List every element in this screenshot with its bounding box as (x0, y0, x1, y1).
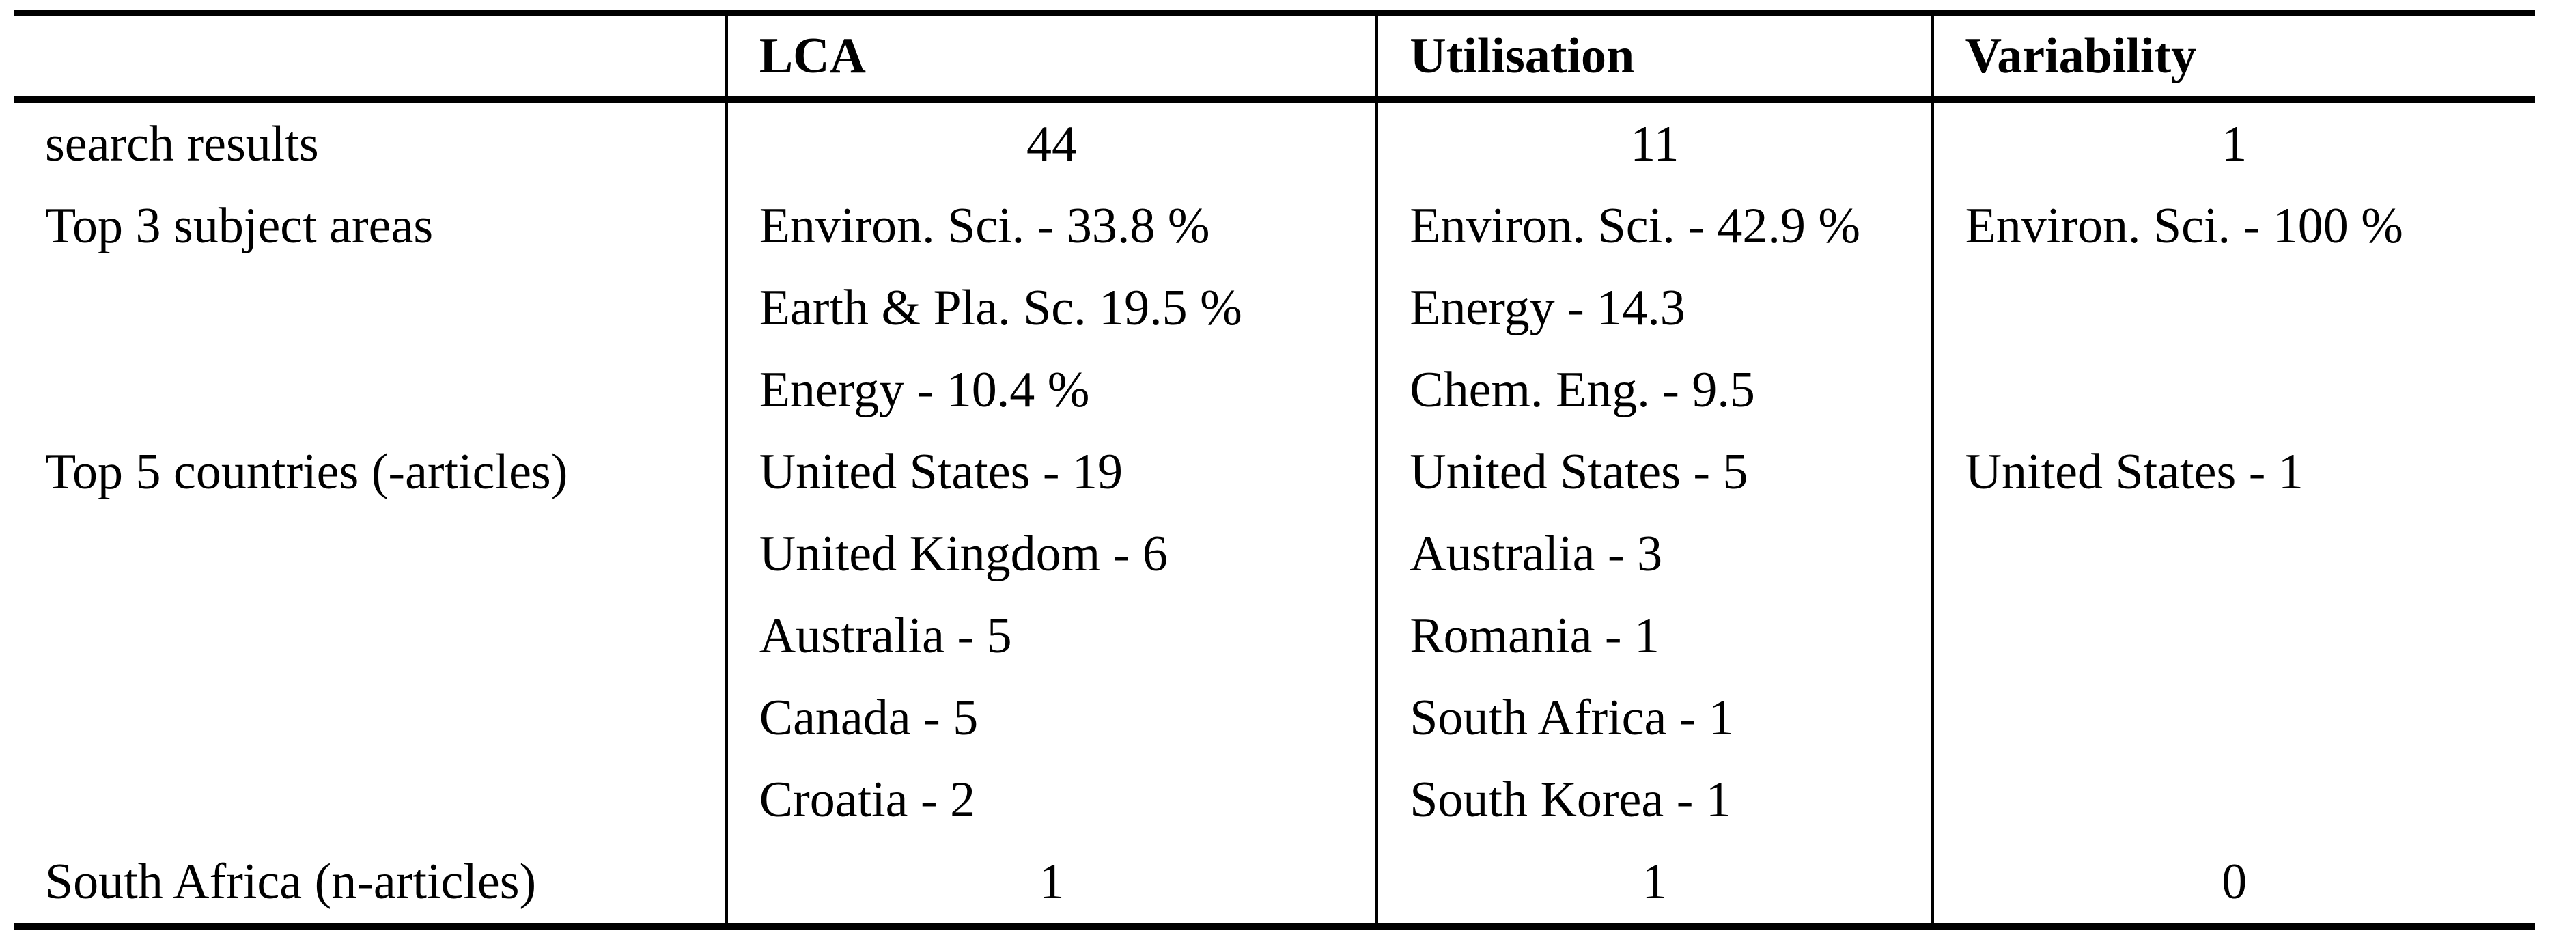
table-row-countries-2: United Kingdom - 6 Australia - 3 (14, 513, 2535, 595)
data-cell: 1 (725, 841, 1377, 926)
row-label-cell (14, 677, 727, 759)
header-row: LCA Utilisation Variability (14, 12, 2535, 103)
table-row-subject-areas-1: Top 3 subject areas Environ. Sci. - 33.8… (14, 185, 2535, 267)
data-cell (1931, 349, 2535, 431)
data-cell: United States - 5 (1375, 431, 1933, 513)
data-cell: 1 (1931, 100, 2535, 185)
data-cell: Environ. Sci. - 33.8 % (725, 185, 1377, 267)
data-cell: Energy - 10.4 % (725, 349, 1377, 431)
column-header-lca: LCA (725, 12, 1377, 103)
data-cell: Energy - 14.3 (1375, 267, 1933, 349)
row-label-cell (14, 349, 727, 431)
column-header-utilisation: Utilisation (1375, 12, 1933, 103)
data-cell: Australia - 5 (725, 595, 1377, 677)
data-cell: United States - 19 (725, 431, 1377, 513)
data-cell (1931, 513, 2535, 595)
data-cell: Environ. Sci. - 100 % (1931, 185, 2535, 267)
data-cell: Environ. Sci. - 42.9 % (1375, 185, 1933, 267)
row-label-cell (14, 595, 727, 677)
data-cell (1931, 759, 2535, 841)
table-row-subject-areas-2: Earth & Pla. Sc. 19.5 % Energy - 14.3 (14, 267, 2535, 349)
table-row-subject-areas-3: Energy - 10.4 % Chem. Eng. - 9.5 (14, 349, 2535, 431)
table-row-search-results: search results 44 11 1 (14, 100, 2535, 185)
table-row-countries-3: Australia - 5 Romania - 1 (14, 595, 2535, 677)
data-cell: Canada - 5 (725, 677, 1377, 759)
data-cell: Romania - 1 (1375, 595, 1933, 677)
data-cell: Chem. Eng. - 9.5 (1375, 349, 1933, 431)
data-cell: Croatia - 2 (725, 759, 1377, 841)
row-label-cell: South Africa (n-articles) (45, 854, 537, 910)
row-label-cell (14, 513, 727, 595)
data-cell (1931, 595, 2535, 677)
data-cell (1931, 267, 2535, 349)
table-row-south-africa: South Africa (n-articles) 1 1 0 (14, 841, 2535, 926)
data-cell: 11 (1375, 100, 1933, 185)
literature-summary-table: LCA Utilisation Variability search resul… (14, 10, 2535, 930)
row-label-cell: Top 3 subject areas (45, 198, 434, 254)
data-cell: 0 (1931, 841, 2535, 926)
data-cell: 44 (725, 100, 1377, 185)
data-cell: United Kingdom - 6 (725, 513, 1377, 595)
data-cell: Australia - 3 (1375, 513, 1933, 595)
data-cell: Earth & Pla. Sc. 19.5 % (725, 267, 1377, 349)
row-label-cell: Top 5 countries (-articles) (45, 444, 568, 500)
corner-header-cell (14, 12, 727, 103)
data-cell: United States - 1 (1931, 431, 2535, 513)
data-cell: 1 (1375, 841, 1933, 926)
data-cell: South Africa - 1 (1375, 677, 1933, 759)
table-row-countries-1: Top 5 countries (-articles) United State… (14, 431, 2535, 513)
data-cell (1931, 677, 2535, 759)
row-label-cell: search results (45, 116, 319, 172)
table-row-countries-4: Canada - 5 South Africa - 1 (14, 677, 2535, 759)
row-label-cell (14, 759, 727, 841)
column-header-variability: Variability (1931, 12, 2535, 103)
data-cell: South Korea - 1 (1375, 759, 1933, 841)
row-label-cell (14, 267, 727, 349)
table-row-countries-5: Croatia - 2 South Korea - 1 (14, 759, 2535, 841)
